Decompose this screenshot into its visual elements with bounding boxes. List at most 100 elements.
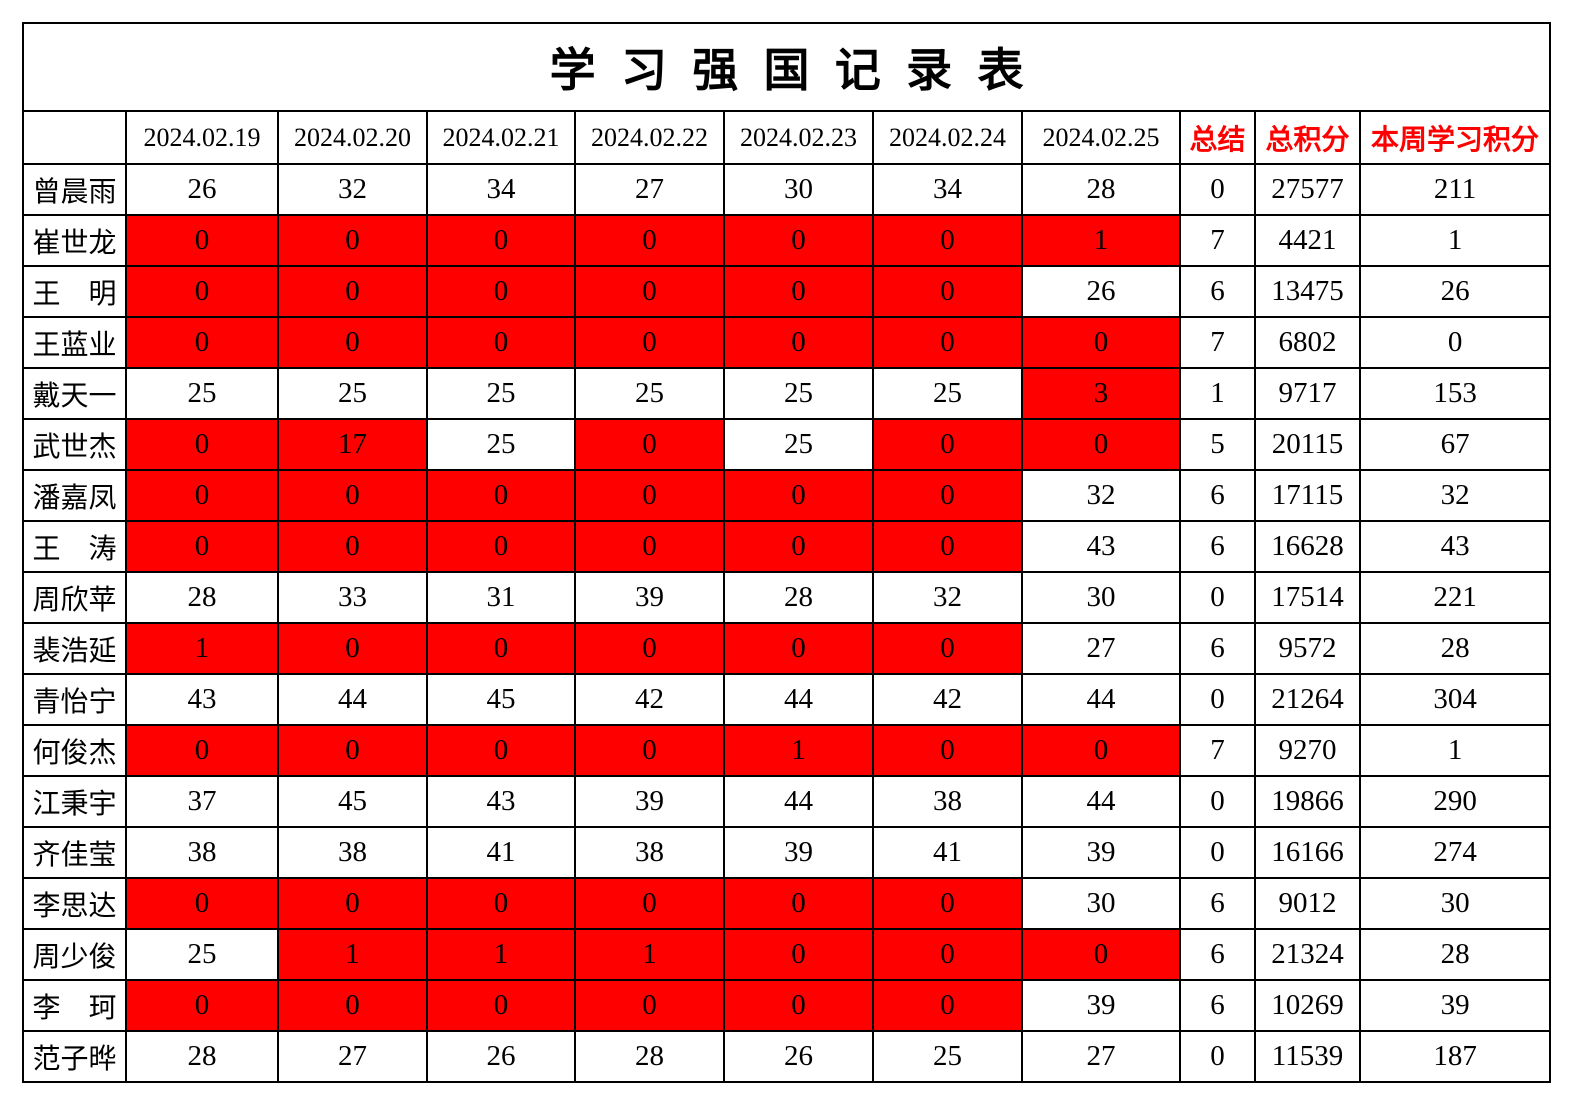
daily-score-cell: 42: [872, 673, 1023, 726]
daily-score-cell: 0: [574, 979, 725, 1032]
total-points-cell: 19866: [1254, 775, 1361, 828]
daily-score-cell: 27: [1021, 1030, 1181, 1083]
table-row: 裴浩延 1 0 0 0 0 0 27 6 9572 28: [22, 622, 1552, 675]
week-points-cell: 153: [1358, 367, 1552, 420]
total-points-cell: 6802: [1254, 316, 1361, 369]
daily-score-cell: 38: [574, 826, 725, 879]
daily-score-cell: 0: [426, 316, 576, 369]
daily-score-cell: 1: [1021, 214, 1181, 267]
person-name: 何俊杰: [22, 724, 127, 777]
daily-score-cell: 0: [277, 214, 428, 267]
daily-score-cell: 25: [125, 367, 279, 420]
daily-score-cell: 0: [125, 316, 279, 369]
summary-cell: 6: [1179, 622, 1256, 675]
summary-cell: 6: [1179, 469, 1256, 522]
summary-cell: 0: [1179, 1030, 1256, 1083]
daily-score-cell: 45: [277, 775, 428, 828]
name-column-header: [22, 110, 127, 165]
total-points-cell: 9012: [1254, 877, 1361, 930]
total-points-cell: 21264: [1254, 673, 1361, 726]
table-row: 王 明 0 0 0 0 0 0 26 6 13475 26: [22, 265, 1552, 318]
daily-score-cell: 44: [1021, 775, 1181, 828]
daily-score-cell: 0: [426, 877, 576, 930]
table-row: 王 涛 0 0 0 0 0 0 43 6 16628 43: [22, 520, 1552, 573]
daily-score-cell: 44: [1021, 673, 1181, 726]
daily-score-cell: 30: [723, 163, 874, 216]
total-points-column-header: 总积分: [1254, 110, 1361, 165]
week-points-cell: 1: [1358, 214, 1552, 267]
total-points-cell: 17514: [1254, 571, 1361, 624]
table-row: 江秉宇 37 45 43 39 44 38 44 0 19866 290: [22, 775, 1552, 828]
table-row: 周欣苹 28 33 31 39 28 32 30 0 17514 221: [22, 571, 1552, 624]
total-points-cell: 20115: [1254, 418, 1361, 471]
date-header: 2024.02.22: [574, 110, 725, 165]
daily-score-cell: 30: [1021, 877, 1181, 930]
study-record-table: 学习强国记录表 2024.02.19 2024.02.20 2024.02.21…: [21, 22, 1552, 1083]
daily-score-cell: 41: [426, 826, 576, 879]
daily-score-cell: 39: [574, 775, 725, 828]
person-name: 王 明: [22, 265, 127, 318]
daily-score-cell: 25: [277, 367, 428, 420]
daily-score-cell: 39: [723, 826, 874, 879]
total-points-cell: 9572: [1254, 622, 1361, 675]
person-name: 青怡宁: [22, 673, 127, 726]
daily-score-cell: 0: [277, 622, 428, 675]
daily-score-cell: 17: [277, 418, 428, 471]
daily-score-cell: 0: [574, 622, 725, 675]
date-header: 2024.02.21: [426, 110, 576, 165]
daily-score-cell: 27: [1021, 622, 1181, 675]
person-name: 裴浩延: [22, 622, 127, 675]
table-row: 戴天一 25 25 25 25 25 25 3 1 9717 153: [22, 367, 1552, 420]
daily-score-cell: 33: [277, 571, 428, 624]
daily-score-cell: 0: [277, 979, 428, 1032]
daily-score-cell: 0: [1021, 928, 1181, 981]
daily-score-cell: 1: [723, 724, 874, 777]
daily-score-cell: 25: [125, 928, 279, 981]
person-name: 崔世龙: [22, 214, 127, 267]
date-header: 2024.02.19: [125, 110, 279, 165]
person-name: 范子晔: [22, 1030, 127, 1083]
total-points-cell: 16166: [1254, 826, 1361, 879]
daily-score-cell: 0: [872, 622, 1023, 675]
total-points-cell: 17115: [1254, 469, 1361, 522]
daily-score-cell: 1: [277, 928, 428, 981]
daily-score-cell: 28: [1021, 163, 1181, 216]
daily-score-cell: 0: [426, 724, 576, 777]
daily-score-cell: 45: [426, 673, 576, 726]
daily-score-cell: 0: [277, 877, 428, 930]
daily-score-cell: 43: [426, 775, 576, 828]
daily-score-cell: 0: [277, 316, 428, 369]
week-points-cell: 211: [1358, 163, 1552, 216]
daily-score-cell: 0: [426, 214, 576, 267]
summary-cell: 0: [1179, 163, 1256, 216]
table-row: 曾晨雨 26 32 34 27 30 34 28 0 27577 211: [22, 163, 1552, 216]
daily-score-cell: 0: [723, 469, 874, 522]
summary-cell: 0: [1179, 826, 1256, 879]
summary-cell: 6: [1179, 520, 1256, 573]
daily-score-cell: 38: [872, 775, 1023, 828]
total-points-cell: 13475: [1254, 265, 1361, 318]
total-points-cell: 9270: [1254, 724, 1361, 777]
total-points-cell: 16628: [1254, 520, 1361, 573]
daily-score-cell: 0: [574, 316, 725, 369]
week-points-cell: 274: [1358, 826, 1552, 879]
daily-score-cell: 28: [125, 1030, 279, 1083]
daily-score-cell: 41: [872, 826, 1023, 879]
daily-score-cell: 0: [574, 265, 725, 318]
summary-cell: 0: [1179, 673, 1256, 726]
daily-score-cell: 25: [574, 367, 725, 420]
daily-score-cell: 30: [1021, 571, 1181, 624]
daily-score-cell: 34: [426, 163, 576, 216]
daily-score-cell: 0: [1021, 418, 1181, 471]
table-row: 李思达 0 0 0 0 0 0 30 6 9012 30: [22, 877, 1552, 930]
summary-cell: 7: [1179, 724, 1256, 777]
week-points-cell: 67: [1358, 418, 1552, 471]
daily-score-cell: 28: [723, 571, 874, 624]
daily-score-cell: 0: [872, 265, 1023, 318]
daily-score-cell: 0: [426, 520, 576, 573]
summary-cell: 6: [1179, 265, 1256, 318]
date-header: 2024.02.23: [723, 110, 874, 165]
daily-score-cell: 0: [277, 265, 428, 318]
person-name: 江秉宇: [22, 775, 127, 828]
daily-score-cell: 0: [125, 469, 279, 522]
